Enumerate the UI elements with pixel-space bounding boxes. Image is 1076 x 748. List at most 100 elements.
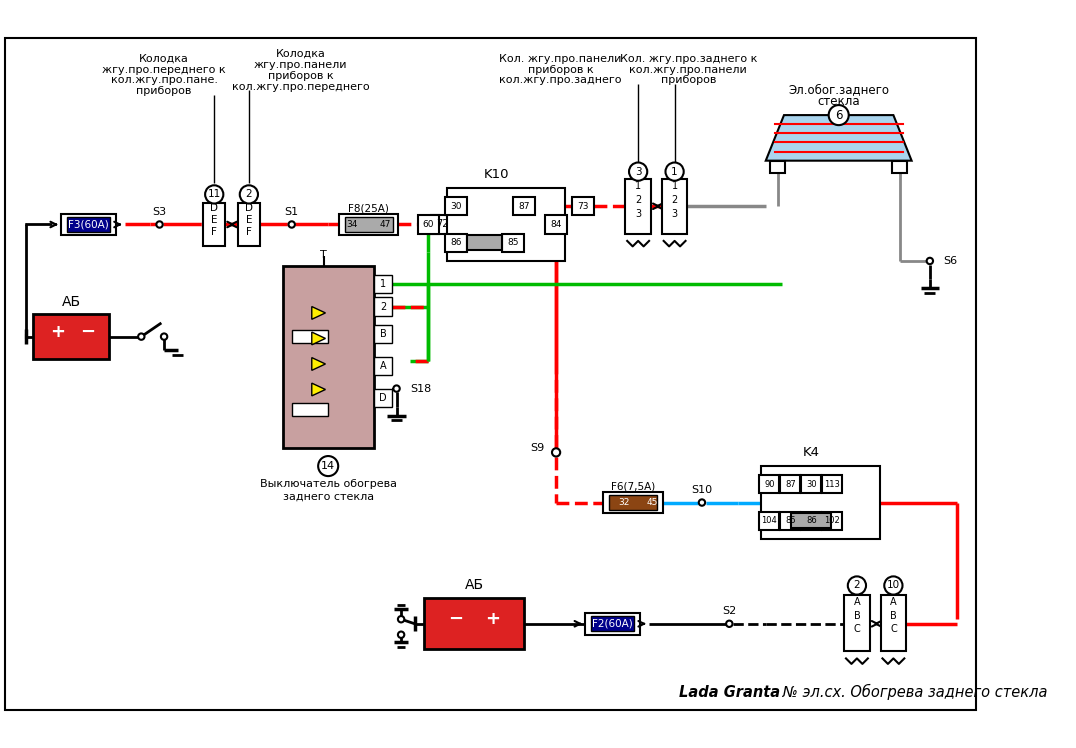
- Bar: [604, 491, 663, 513]
- Text: 102: 102: [824, 516, 840, 525]
- Text: 73: 73: [578, 202, 590, 211]
- Bar: [431, 215, 453, 233]
- Text: F6(7,5A): F6(7,5A): [610, 481, 655, 491]
- Text: 60: 60: [423, 220, 435, 229]
- Text: Кол. жгу.про.панели: Кол. жгу.про.панели: [499, 54, 622, 64]
- Text: D: D: [379, 393, 386, 402]
- Circle shape: [156, 221, 162, 227]
- Bar: [845, 595, 869, 651]
- Bar: [546, 215, 567, 233]
- Bar: [373, 275, 392, 293]
- Bar: [373, 325, 392, 343]
- Bar: [892, 161, 907, 174]
- Text: 84: 84: [551, 220, 562, 229]
- Bar: [61, 214, 116, 236]
- Bar: [770, 161, 784, 174]
- Circle shape: [848, 577, 866, 595]
- Text: S10: S10: [692, 485, 712, 494]
- Text: S6: S6: [944, 256, 958, 266]
- Bar: [822, 512, 843, 530]
- Circle shape: [698, 500, 705, 506]
- Bar: [339, 214, 398, 236]
- Text: 3: 3: [635, 209, 641, 218]
- Circle shape: [398, 631, 405, 638]
- Bar: [591, 616, 635, 631]
- Bar: [609, 495, 657, 510]
- Text: 47: 47: [380, 220, 392, 229]
- Text: кол.жгу.про.пане.: кол.жгу.про.пане.: [111, 76, 217, 85]
- Text: T: T: [321, 250, 327, 260]
- Text: F: F: [211, 227, 217, 237]
- Bar: [424, 598, 524, 649]
- Text: 2: 2: [635, 195, 641, 205]
- Bar: [373, 298, 392, 316]
- Bar: [780, 512, 801, 530]
- Text: приборов: приборов: [661, 76, 716, 85]
- Text: K10: K10: [484, 168, 510, 181]
- Circle shape: [552, 448, 561, 456]
- Bar: [761, 466, 880, 539]
- Polygon shape: [766, 115, 911, 161]
- Circle shape: [398, 616, 405, 622]
- Text: +: +: [485, 610, 499, 628]
- Circle shape: [240, 186, 258, 203]
- Text: Кол. жгу.про.заднего к: Кол. жгу.про.заднего к: [620, 54, 756, 64]
- Circle shape: [394, 385, 400, 392]
- Bar: [373, 388, 392, 407]
- Text: 72: 72: [436, 219, 449, 230]
- Bar: [292, 403, 328, 416]
- Text: 32: 32: [618, 498, 629, 507]
- Text: Колодка: Колодка: [275, 49, 326, 59]
- Text: S9: S9: [530, 443, 544, 453]
- Text: 85: 85: [785, 516, 795, 525]
- Text: S18: S18: [410, 384, 431, 393]
- Bar: [822, 475, 843, 494]
- Text: 104: 104: [762, 516, 777, 525]
- Circle shape: [161, 334, 167, 340]
- Bar: [283, 266, 373, 448]
- Bar: [444, 233, 467, 252]
- Text: 1: 1: [671, 167, 678, 177]
- Bar: [67, 217, 111, 232]
- Circle shape: [829, 105, 849, 125]
- Text: жгу.про.панели: жгу.про.панели: [254, 60, 348, 70]
- Text: Выключатель обогрева: Выключатель обогрева: [259, 479, 397, 489]
- Text: −: −: [449, 610, 464, 628]
- Text: 90: 90: [764, 479, 775, 488]
- Text: 87: 87: [519, 202, 529, 211]
- Text: S3: S3: [153, 206, 167, 217]
- Text: Колодка: Колодка: [139, 54, 189, 64]
- Text: 30: 30: [806, 479, 817, 488]
- Text: 10: 10: [887, 580, 900, 590]
- Text: 2: 2: [671, 195, 678, 205]
- Bar: [292, 331, 328, 343]
- Text: 2: 2: [245, 189, 252, 200]
- Bar: [760, 512, 779, 530]
- Text: Lada Granta: Lada Granta: [679, 684, 780, 699]
- Text: C: C: [853, 625, 861, 634]
- Text: 3: 3: [635, 167, 641, 177]
- Text: F: F: [246, 227, 252, 237]
- Bar: [513, 197, 535, 215]
- Text: −: −: [80, 323, 95, 341]
- Text: B: B: [380, 329, 386, 339]
- Bar: [802, 475, 821, 494]
- Polygon shape: [312, 332, 325, 345]
- Text: кол.жгу.про.панели: кол.жгу.про.панели: [629, 64, 747, 75]
- Bar: [203, 203, 225, 246]
- Text: 6: 6: [835, 108, 843, 122]
- Text: S2: S2: [722, 606, 736, 616]
- Text: Эл.обог.заднего: Эл.обог.заднего: [789, 83, 889, 96]
- Bar: [444, 197, 467, 215]
- Text: жгу.про.переднего к: жгу.про.переднего к: [102, 64, 226, 75]
- Text: 2: 2: [853, 580, 860, 590]
- Bar: [467, 236, 502, 250]
- Text: 87: 87: [785, 479, 796, 488]
- Text: S1: S1: [285, 206, 299, 217]
- Circle shape: [665, 162, 683, 181]
- Text: A: A: [853, 597, 860, 607]
- Polygon shape: [312, 307, 325, 319]
- Circle shape: [629, 162, 648, 181]
- Text: 34: 34: [346, 220, 357, 229]
- Polygon shape: [312, 383, 325, 396]
